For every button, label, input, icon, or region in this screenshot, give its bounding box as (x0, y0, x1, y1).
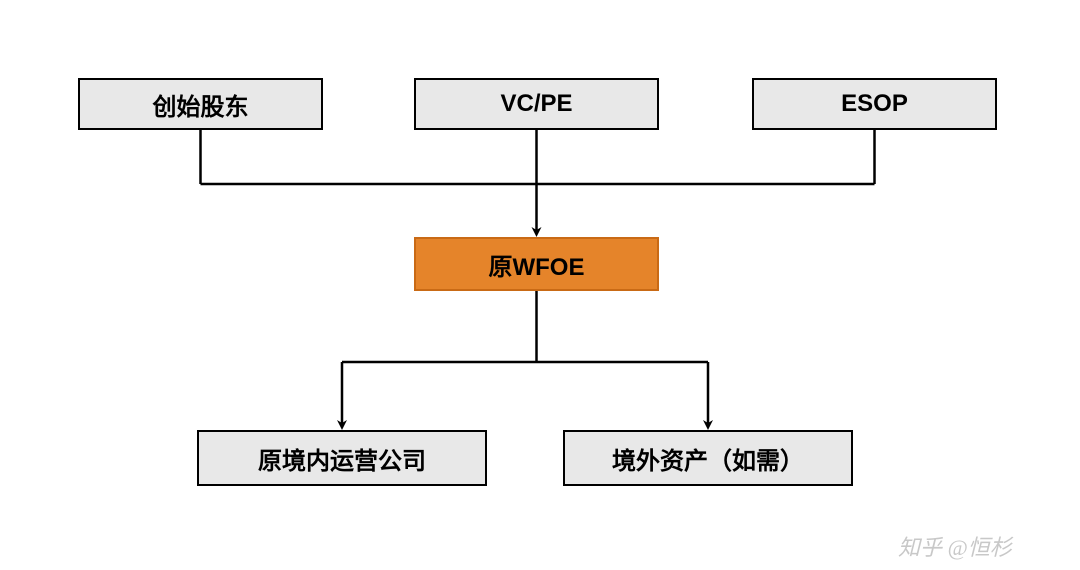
node-overseas: 境外资产（如需） (563, 430, 853, 486)
node-esop: ESOP (752, 78, 997, 130)
node-label: VC/PE (500, 90, 572, 118)
node-wfoe: 原WFOE (414, 237, 659, 291)
node-label: ESOP (841, 90, 908, 118)
node-label: 原境内运营公司 (258, 441, 426, 476)
node-label: 创始股东 (153, 87, 249, 122)
node-label: 原WFOE (489, 247, 585, 282)
node-founders: 创始股东 (78, 78, 323, 130)
node-label: 境外资产（如需） (612, 441, 804, 476)
node-vcpe: VC/PE (414, 78, 659, 130)
watermark-text: 知乎 @恒杉 (898, 530, 1012, 562)
node-domestic: 原境内运营公司 (197, 430, 487, 486)
